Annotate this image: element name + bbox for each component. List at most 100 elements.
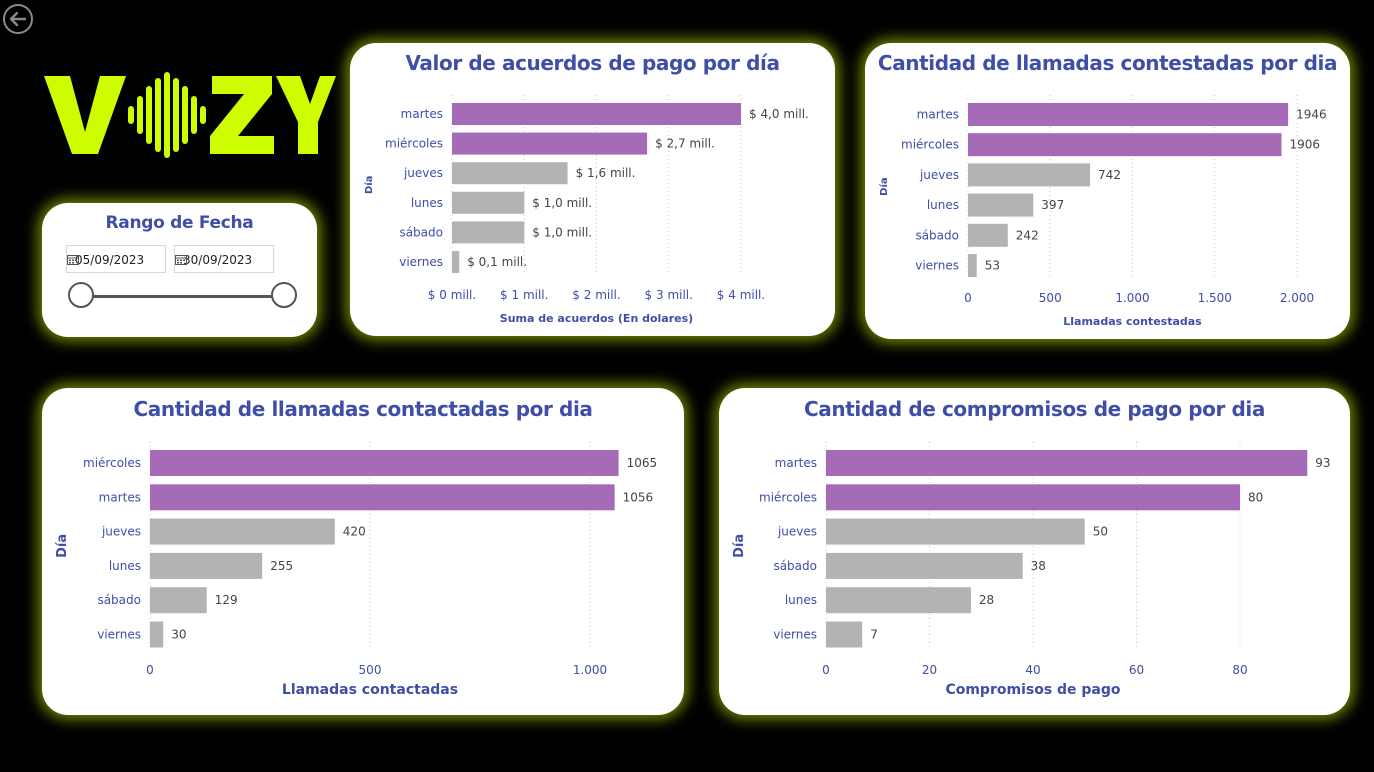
category-label: viernes: [97, 628, 141, 642]
x-tick-label: 500: [1039, 291, 1062, 305]
x-tick-label: 1.000: [573, 663, 607, 677]
bar: [968, 163, 1091, 187]
y-axis-title: Día: [55, 534, 70, 558]
data-label: 1065: [627, 456, 658, 470]
date-range-card: Rango de Fecha 05/09/2023 30/09/2023: [42, 203, 317, 337]
y-axis-title: Día: [363, 176, 375, 194]
data-label: 28: [979, 593, 994, 607]
chart-title: Valor de acuerdos de pago por día: [405, 51, 780, 75]
x-tick-label: 40: [1025, 663, 1040, 677]
x-tick-label: 60: [1129, 663, 1144, 677]
bar: [826, 587, 971, 614]
start-date-value: 05/09/2023: [75, 253, 145, 267]
bar: [826, 518, 1085, 545]
chart-title: Cantidad de llamadas contactadas por dia: [133, 397, 593, 421]
category-label: miércoles: [83, 456, 141, 470]
x-axis-title: Llamadas contactadas: [282, 682, 458, 698]
data-label: $ 1,0 mill.: [532, 225, 592, 239]
data-label: $ 4,0 mill.: [749, 107, 809, 121]
x-tick-label: 2.000: [1280, 291, 1314, 305]
data-label: 93: [1315, 456, 1330, 470]
data-label: $ 0,1 mill.: [467, 255, 527, 269]
category-label: jueves: [403, 166, 443, 180]
category-label: miércoles: [901, 138, 959, 152]
bar: [452, 132, 648, 155]
category-label: sábado: [915, 228, 959, 242]
calendar-icon[interactable]: [175, 254, 187, 265]
category-label: lunes: [927, 198, 959, 212]
data-label: 50: [1093, 525, 1108, 539]
category-label: sábado: [97, 593, 141, 607]
end-date-input[interactable]: 30/09/2023: [174, 245, 274, 273]
date-slider-end-handle[interactable]: [271, 282, 297, 308]
data-label: 7: [870, 628, 878, 642]
y-axis-title: Día: [878, 177, 890, 195]
x-tick-label: $ 4 mill.: [717, 288, 765, 302]
x-tick-label: 1.500: [1198, 291, 1232, 305]
category-label: martes: [917, 108, 959, 122]
category-label: martes: [401, 107, 443, 121]
data-label: 242: [1016, 228, 1039, 242]
bar: [968, 193, 1034, 217]
bar: [968, 133, 1282, 157]
chart-card-contestadas: Cantidad de llamadas contestadas por dia…: [865, 43, 1350, 339]
category-label: lunes: [109, 559, 141, 573]
category-label: sábado: [773, 559, 817, 573]
bar: [150, 484, 615, 511]
calendar-icon[interactable]: [67, 254, 79, 265]
category-label: viernes: [773, 628, 817, 642]
end-date-value: 30/09/2023: [183, 253, 253, 267]
category-label: sábado: [399, 225, 443, 239]
vozy-logo: [44, 72, 336, 158]
bar: [150, 518, 335, 545]
category-label: martes: [99, 490, 141, 504]
chart-title: Cantidad de compromisos de pago por dia: [804, 397, 1265, 421]
bar: [452, 191, 525, 214]
category-label: jueves: [101, 525, 141, 539]
category-label: martes: [775, 456, 817, 470]
data-label: 1946: [1296, 108, 1327, 122]
bar: [826, 484, 1240, 511]
x-tick-label: 80: [1232, 663, 1247, 677]
x-tick-label: $ 0 mill.: [428, 288, 476, 302]
x-tick-label: 20: [922, 663, 937, 677]
chart-card-compromisos: Cantidad de compromisos de pago por dia …: [719, 388, 1350, 715]
bar-chart-contestadas: 0 500 1.000 1.500 2.000 martes 1946 miércoles 19…: [878, 95, 1327, 328]
bar-chart-acuerdos: $ 0 mill. $ 1 mill. $ 2 mill. $ 3 mill. $ 4 …: [363, 95, 809, 325]
back-arrow-icon[interactable]: [2, 3, 34, 35]
y-axis-title: Día: [732, 534, 747, 558]
data-label: 129: [215, 593, 238, 607]
category-label: miércoles: [385, 137, 443, 151]
x-axis-title: Compromisos de pago: [945, 682, 1120, 698]
x-tick-label: $ 2 mill.: [572, 288, 620, 302]
category-label: lunes: [411, 196, 443, 210]
category-label: viernes: [915, 259, 959, 273]
date-slider-track[interactable]: [82, 295, 284, 298]
x-tick-label: 0: [822, 663, 830, 677]
bar: [452, 162, 568, 185]
x-axis-title: Llamadas contestadas: [1063, 315, 1202, 328]
bar: [150, 552, 263, 579]
data-label: 420: [343, 525, 366, 539]
chart-card-acuerdos: Valor de acuerdos de pago por día $ 0 mi…: [350, 43, 835, 336]
category-label: lunes: [785, 593, 817, 607]
bar: [968, 254, 977, 277]
x-tick-label: 0: [964, 291, 972, 305]
data-label: $ 1,6 mill.: [576, 166, 636, 180]
data-label: 1906: [1290, 138, 1321, 152]
sound-wave-icon: [128, 72, 206, 158]
start-date-input[interactable]: 05/09/2023: [66, 245, 166, 273]
data-label: $ 2,7 mill.: [655, 137, 715, 151]
bar: [826, 621, 863, 648]
x-axis-title: Suma de acuerdos (En dolares): [500, 312, 693, 325]
bar: [452, 103, 741, 125]
chart-title: Cantidad de llamadas contestadas por dia: [877, 51, 1338, 75]
data-label: 53: [985, 259, 1000, 273]
data-label: 1056: [623, 490, 654, 504]
bar: [968, 223, 1008, 247]
bar: [968, 103, 1289, 126]
x-tick-label: $ 1 mill.: [500, 288, 548, 302]
bar: [150, 587, 207, 614]
data-label: 38: [1031, 559, 1046, 573]
date-slider-start-handle[interactable]: [68, 282, 94, 308]
